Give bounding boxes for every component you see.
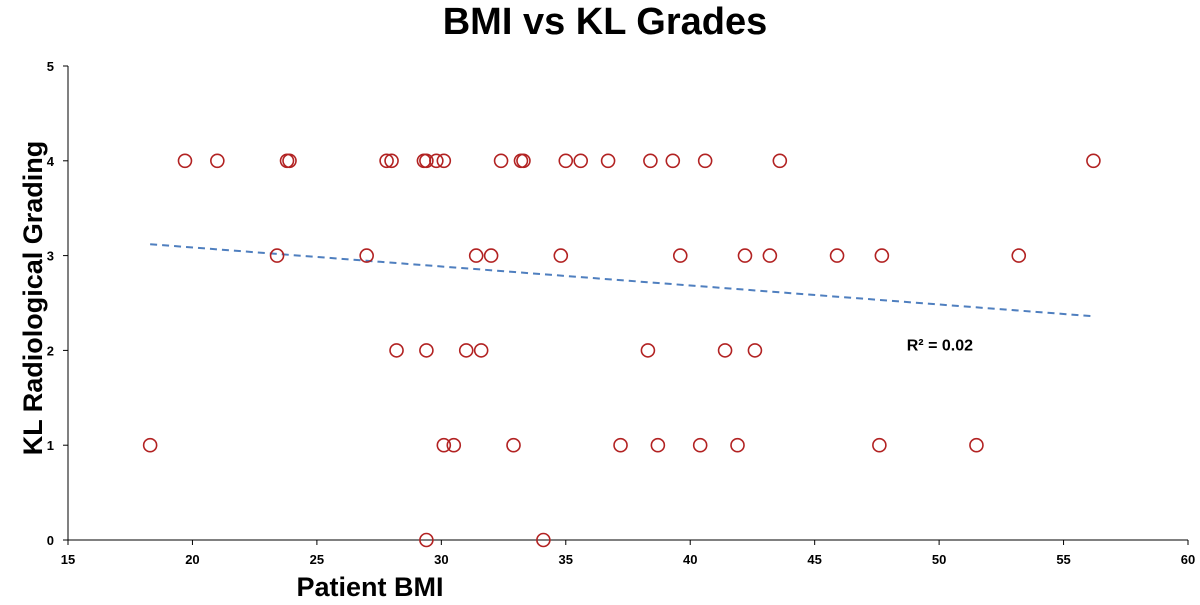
y-tick-label: 3 [47,249,54,264]
data-point [446,437,462,453]
data-point [558,153,574,169]
data-point [665,153,681,169]
data-point [384,153,399,169]
x-tick-label: 15 [61,552,75,567]
y-axis-ticks: 0 1 2 3 4 5 [47,59,68,548]
y-tick-label: 0 [47,533,54,548]
data-point [419,532,434,548]
x-tick-label: 60 [1181,552,1195,567]
data-point [1086,153,1101,169]
data-point [747,343,763,358]
data-point [600,153,616,169]
data-point [874,248,890,263]
y-axis-label: KL Radiological Grading [18,141,48,456]
data-point [419,343,434,358]
data-point [359,248,374,263]
data-point [650,437,666,453]
x-tick-label: 55 [1056,552,1070,567]
data-point [210,153,225,169]
y-tick-label: 4 [47,154,55,169]
x-tick-label: 35 [559,552,573,567]
x-tick-label: 40 [683,552,697,567]
x-tick-label: 20 [185,552,199,567]
data-point [389,343,404,358]
data-point [177,153,193,169]
data-point [269,248,285,263]
data-point [613,437,628,453]
data-point [872,437,887,453]
data-point [640,343,656,358]
data-point [672,248,688,263]
x-axis-label: Patient BMI [296,572,443,602]
data-point [483,248,499,263]
x-tick-label: 50 [932,552,946,567]
data-point [553,248,569,263]
data-point [429,153,444,169]
data-point [516,153,531,169]
data-point [419,153,434,169]
data-point [762,248,778,263]
data-point [458,343,474,358]
chart-title: BMI vs KL Grades [443,1,768,43]
data-point [493,153,509,169]
y-tick-label: 1 [47,438,54,453]
data-point [536,532,551,548]
data-point [730,437,745,453]
data-point [436,153,452,169]
data-point [1011,248,1027,263]
data-point [282,153,297,169]
data-point [969,437,984,453]
data-point [506,437,521,453]
x-axis-ticks: 15 20 25 30 35 40 45 50 55 60 [61,540,1195,567]
data-point [829,248,845,263]
data-point [473,343,489,358]
x-tick-label: 25 [310,552,324,567]
x-tick-label: 30 [434,552,448,567]
data-point [436,437,452,453]
data-point [379,153,394,169]
data-point [697,153,713,169]
x-tick-label: 45 [807,552,821,567]
y-tick-label: 2 [47,343,54,358]
trend-line [150,243,1094,318]
data-point [772,153,788,169]
data-point [737,248,753,263]
data-point [717,343,733,358]
data-point [643,153,658,169]
data-point [468,248,484,263]
data-point [573,153,589,169]
data-points [142,153,1101,548]
r-squared-annotation: R² = 0.02 [907,337,973,354]
data-point [692,437,708,453]
data-point [142,437,158,453]
y-tick-label: 5 [47,59,54,74]
